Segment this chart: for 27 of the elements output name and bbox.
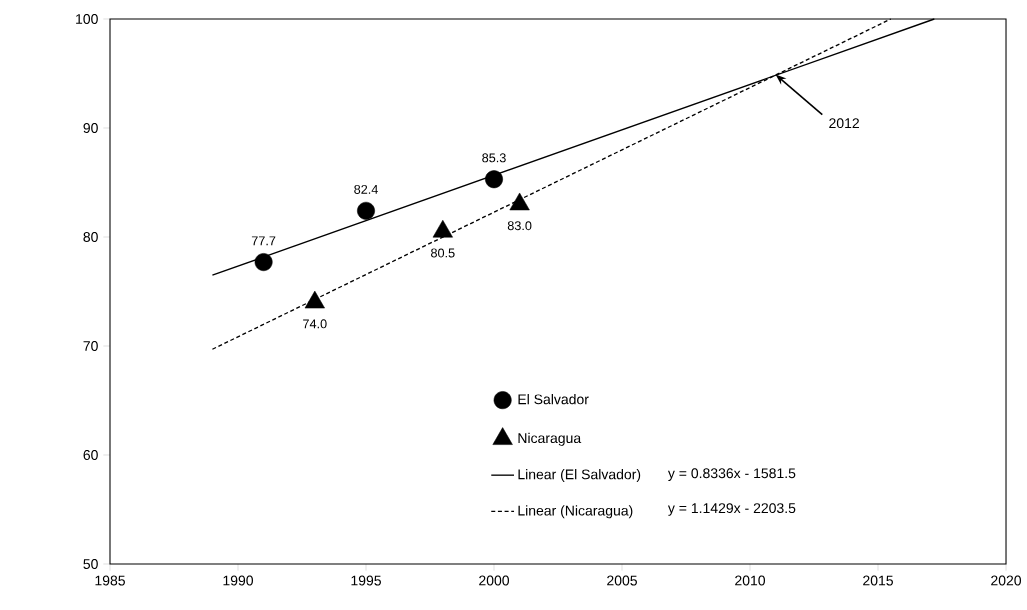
x-tick-label: 2005 [607,575,637,586]
legend-label: Linear (El Salvador) [518,469,641,483]
annotation: 2012 [829,118,859,129]
data-label: 85.3 [482,153,506,163]
data-label: 82.4 [354,184,378,194]
data-label: 74.0 [303,319,327,329]
y-tick-label: 100 [76,14,98,24]
annotation: y = 0.8336x - 1581.5 [667,468,796,481]
legend-label: Linear (Nicaragua) [518,505,633,519]
x-tick-label: 2020 [991,575,1022,586]
x-tick-label: 1990 [223,575,254,586]
data-label: 77.7 [251,236,276,246]
annotation: y = 1.1429x - 2203.5 [667,503,796,516]
y-tick-label: 60 [83,450,98,460]
x-tick-label: 2000 [479,575,510,586]
y-tick-label: 70 [83,341,98,351]
x-tick-label: 1985 [95,575,125,586]
x-tick-label: 2010 [735,575,766,586]
x-tick-label: 2015 [863,575,893,586]
data-label: 83.0 [507,221,532,231]
x-tick-label: 1995 [351,575,381,586]
data-label: 80.5 [431,248,455,258]
y-tick-label: 90 [83,123,98,133]
legend-label: El Salvador [518,394,589,405]
y-tick-label: 50 [83,559,98,569]
legend-label: Nicaragua [518,432,582,446]
y-tick-label: 80 [83,232,98,242]
